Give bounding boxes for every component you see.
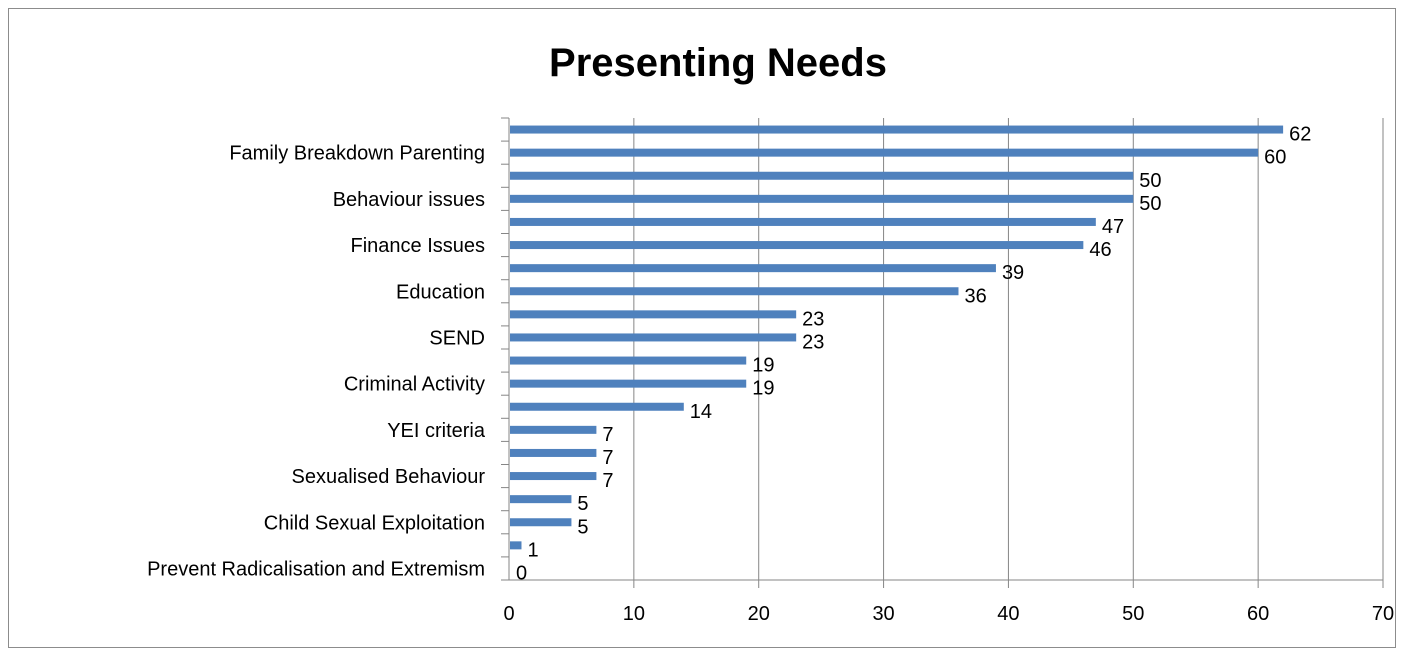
- x-tick-label: 70: [1372, 603, 1394, 625]
- data-label: 60: [1264, 147, 1286, 169]
- category-label: Prevent Radicalisation and Extremism: [147, 558, 485, 580]
- category-label: Behaviour issues: [333, 189, 485, 211]
- category-label: Family Breakdown Parenting: [229, 143, 485, 165]
- data-label: 47: [1102, 216, 1124, 238]
- data-label: 7: [602, 447, 613, 469]
- data-label: 23: [802, 331, 824, 353]
- data-label: 7: [602, 470, 613, 492]
- gridlines: [633, 118, 1384, 588]
- data-label: 19: [752, 378, 774, 400]
- category-label: Education: [396, 281, 485, 303]
- bar: [510, 518, 572, 527]
- x-tick-label: 20: [748, 603, 770, 625]
- x-tick-label: 50: [1122, 603, 1144, 625]
- data-label: 36: [964, 285, 986, 307]
- bar: [510, 264, 996, 273]
- data-label: 23: [802, 308, 824, 330]
- bar: [510, 171, 1134, 180]
- bar: [510, 448, 597, 457]
- bar: [510, 287, 959, 296]
- axes: [501, 117, 1383, 581]
- category-label: YEI criteria: [387, 420, 486, 442]
- bar: [510, 217, 1096, 226]
- bar: [510, 425, 597, 434]
- data-label: 46: [1089, 239, 1111, 261]
- data-label: 14: [690, 401, 712, 423]
- bar: [510, 241, 1084, 250]
- data-label: 0: [516, 562, 527, 584]
- bar: [510, 310, 797, 319]
- bar: [510, 495, 572, 504]
- category-label: Finance Issues: [350, 235, 485, 257]
- chart-title: Presenting Needs: [549, 41, 887, 85]
- bar: [510, 402, 684, 411]
- bar: [510, 472, 597, 481]
- x-tick-label: 0: [503, 603, 514, 625]
- data-label: 5: [577, 516, 588, 538]
- bar: [510, 356, 747, 365]
- data-label: 62: [1289, 124, 1311, 146]
- chart-frame: [8, 8, 1396, 648]
- data-label: 19: [752, 355, 774, 377]
- category-label: Sexualised Behaviour: [292, 466, 486, 488]
- data-label: 39: [1002, 262, 1024, 284]
- category-label: Criminal Activity: [344, 374, 485, 396]
- bar: [510, 333, 797, 342]
- x-tick-label: 10: [623, 603, 645, 625]
- data-label: 50: [1139, 170, 1161, 192]
- category-label: Child Sexual Exploitation: [264, 512, 485, 534]
- data-label: 5: [577, 493, 588, 515]
- data-label: 7: [602, 424, 613, 446]
- bars: [510, 125, 1284, 550]
- data-label: 50: [1139, 193, 1161, 215]
- category-label: SEND: [429, 327, 485, 349]
- bar: [510, 125, 1284, 134]
- bar: [510, 148, 1259, 157]
- data-label: 1: [527, 539, 538, 561]
- bar: [510, 194, 1134, 203]
- x-tick-label: 40: [997, 603, 1019, 625]
- bar: [510, 541, 522, 550]
- x-tick-label: 30: [872, 603, 894, 625]
- x-tick-label: 60: [1247, 603, 1269, 625]
- bar: [510, 379, 747, 388]
